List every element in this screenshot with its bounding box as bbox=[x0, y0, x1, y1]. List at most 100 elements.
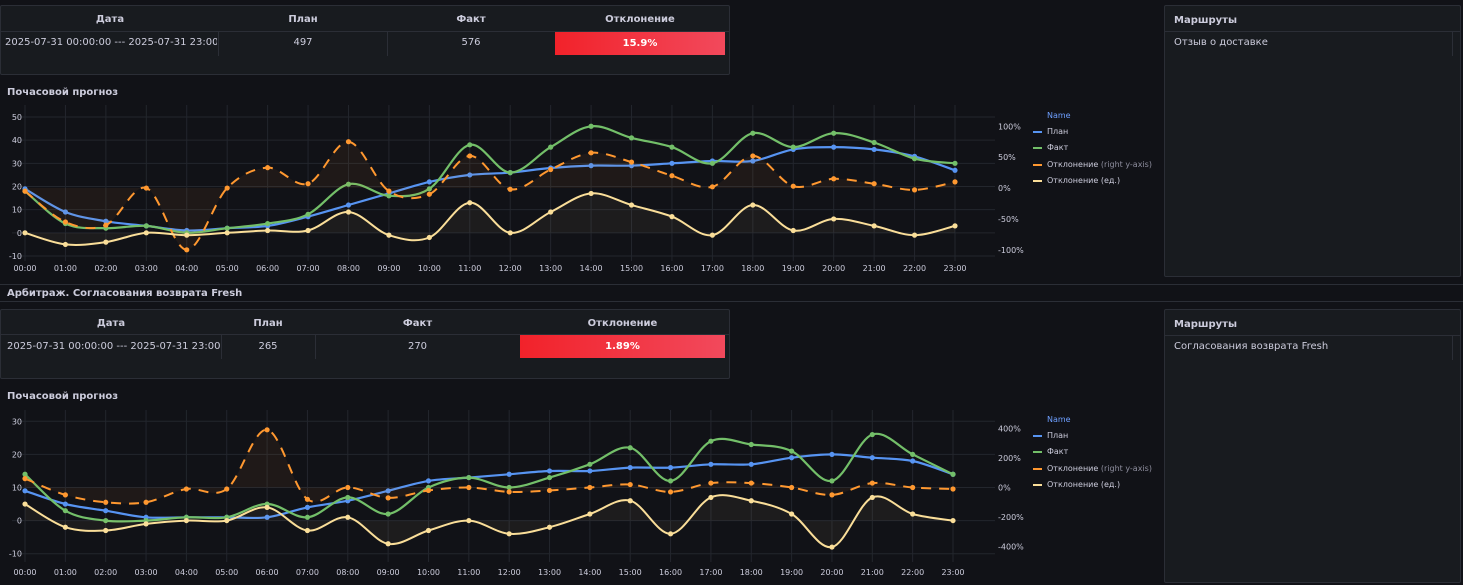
data-point bbox=[345, 484, 351, 491]
legend-item-fact[interactable]: Факт bbox=[1033, 143, 1068, 152]
x-tick-label: 14:00 bbox=[578, 568, 601, 577]
cell-fact: 576 bbox=[461, 37, 481, 48]
y2-tick-label: 50% bbox=[998, 153, 1016, 162]
routes-panel-2: Маршруты Согласования возврата Fresh bbox=[1164, 309, 1461, 583]
data-point bbox=[466, 474, 472, 481]
x-tick-label: 06:00 bbox=[256, 264, 279, 273]
legend-item-plan[interactable]: План bbox=[1033, 431, 1068, 440]
legend-item-deviation-pct[interactable]: Отклонение (right y-axis) bbox=[1033, 160, 1152, 169]
x-tick-label: 11:00 bbox=[457, 568, 480, 577]
data-point bbox=[708, 461, 714, 467]
data-point bbox=[587, 484, 593, 491]
data-point bbox=[304, 504, 311, 510]
y-tick-label: 10 bbox=[12, 484, 22, 493]
section-row[interactable]: Арбитраж. Согласования возврата Fresh bbox=[0, 284, 1463, 302]
x-tick-label: 03:00 bbox=[135, 568, 158, 577]
data-point bbox=[790, 144, 796, 150]
legend-item-deviation-units[interactable]: Отклонение (ед.) bbox=[1033, 480, 1120, 489]
x-tick-label: 00:00 bbox=[13, 264, 36, 273]
data-point bbox=[546, 487, 553, 494]
data-point bbox=[385, 488, 391, 494]
cell-plan: 497 bbox=[293, 37, 313, 48]
y-tick-label: 20 bbox=[12, 183, 22, 192]
data-point bbox=[466, 484, 472, 491]
y2-tick-label: -200% bbox=[998, 513, 1024, 522]
data-point bbox=[224, 185, 230, 191]
y-tick-label: 30 bbox=[12, 159, 22, 168]
data-point bbox=[62, 508, 68, 514]
chart-title-2: Почасовой прогноз bbox=[7, 391, 119, 402]
col-header-plan[interactable]: План bbox=[253, 318, 283, 329]
data-point bbox=[385, 511, 391, 517]
data-point bbox=[62, 492, 68, 498]
data-point bbox=[910, 484, 916, 491]
data-point bbox=[750, 158, 756, 164]
data-point bbox=[143, 223, 149, 229]
col-header-date[interactable]: Дата bbox=[95, 14, 125, 25]
x-tick-label: 09:00 bbox=[377, 264, 400, 273]
legend-item-fact[interactable]: Факт bbox=[1033, 447, 1068, 456]
x-tick-label: 19:00 bbox=[780, 568, 803, 577]
x-tick-label: 19:00 bbox=[782, 264, 805, 273]
data-point bbox=[506, 484, 512, 491]
data-point bbox=[628, 163, 635, 169]
data-point bbox=[506, 531, 512, 537]
data-point bbox=[667, 465, 674, 471]
cell-deviation: 15.9% bbox=[555, 32, 725, 55]
data-point bbox=[790, 227, 796, 234]
data-point bbox=[627, 445, 633, 451]
data-point bbox=[871, 181, 877, 187]
data-point bbox=[911, 187, 918, 193]
x-tick-label: 12:00 bbox=[498, 568, 521, 577]
col-header-deviation[interactable]: Отклонение bbox=[587, 318, 658, 329]
data-point bbox=[709, 160, 715, 166]
data-point bbox=[143, 521, 149, 527]
data-point bbox=[548, 144, 554, 150]
data-point bbox=[952, 167, 958, 173]
data-point bbox=[709, 184, 715, 190]
data-point bbox=[466, 517, 472, 524]
col-header-plan[interactable]: План bbox=[288, 14, 318, 25]
data-point bbox=[587, 468, 593, 474]
data-point bbox=[467, 200, 473, 206]
hourly-forecast-chart-1[interactable]: -10 0 10 20 30 40 50 00:00 01:00 02:00 03:00 04:00 0… bbox=[0, 100, 1160, 285]
x-tick-label: 18:00 bbox=[740, 568, 763, 577]
routes-item-2[interactable]: Согласования возврата Fresh bbox=[1174, 341, 1329, 352]
data-point bbox=[628, 202, 635, 208]
legend-title-1: Name bbox=[1047, 111, 1071, 120]
col-header-fact[interactable]: Факт bbox=[456, 14, 486, 25]
col-header-date[interactable]: Дата bbox=[96, 318, 126, 329]
series-area bbox=[25, 193, 955, 245]
data-point bbox=[507, 230, 513, 236]
legend-item-plan[interactable]: План bbox=[1033, 127, 1068, 136]
data-point bbox=[708, 438, 714, 444]
data-point bbox=[628, 159, 635, 165]
data-point bbox=[871, 223, 877, 229]
col-header-fact[interactable]: Факт bbox=[402, 318, 433, 329]
data-point bbox=[224, 225, 230, 231]
data-point bbox=[952, 179, 958, 185]
legend-item-deviation-pct[interactable]: Отклонение (right y-axis) bbox=[1033, 464, 1152, 473]
data-point bbox=[385, 495, 391, 501]
data-point bbox=[587, 461, 593, 467]
data-point bbox=[869, 431, 875, 438]
data-point bbox=[345, 202, 352, 208]
y-tick-label: 20 bbox=[12, 450, 22, 459]
series-line bbox=[24, 432, 954, 523]
section-title-fresh[interactable]: Арбитраж. Согласования возврата Fresh bbox=[7, 288, 243, 299]
cell-date: 2025-07-31 00:00:00 --- 2025-07-31 23:00… bbox=[5, 37, 217, 48]
col-header-deviation[interactable]: Отклонение bbox=[605, 14, 675, 25]
legend-item-deviation-units[interactable]: Отклонение (ед.) bbox=[1033, 176, 1120, 185]
routes-item-1[interactable]: Отзыв о доставке bbox=[1174, 37, 1268, 48]
series-line bbox=[24, 140, 956, 251]
x-tick-label: 14:00 bbox=[580, 264, 603, 273]
data-point bbox=[628, 135, 635, 141]
x-tick-label: 20:00 bbox=[820, 568, 843, 577]
data-point bbox=[709, 232, 715, 238]
y-tick-label: 0 bbox=[17, 229, 22, 238]
data-point bbox=[548, 166, 554, 173]
data-point bbox=[588, 123, 594, 129]
data-point bbox=[22, 476, 28, 482]
hourly-forecast-chart-2[interactable]: -10 0 10 20 30 00:00 01:00 02:00 03:00 04:00 05:00… bbox=[0, 405, 1160, 585]
series-area bbox=[25, 495, 953, 548]
